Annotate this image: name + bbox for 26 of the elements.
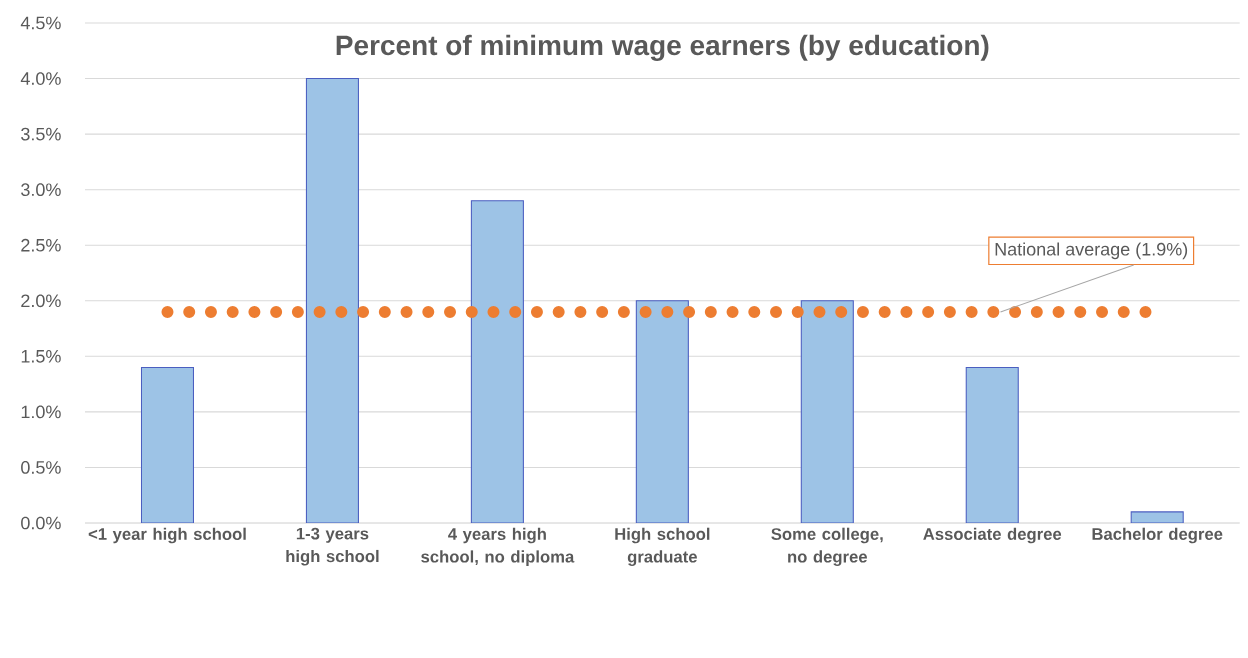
y-tick-label: 3.0% xyxy=(21,183,61,197)
ref-line-label: National average (1.9%) xyxy=(995,242,1188,260)
y-tick-label: 2.0% xyxy=(21,294,61,308)
x-tick-label: Bachelor degree xyxy=(1092,527,1223,544)
y-tick-label: 1.0% xyxy=(21,405,61,419)
bar xyxy=(1130,511,1184,523)
x-tick-label: 4 years high school, no diploma xyxy=(421,527,575,566)
chart-title: Percent of minimum wage earners (by education) xyxy=(336,34,989,61)
x-tick-label: 1-3 years high school xyxy=(286,527,379,566)
y-tick-label: 1.5% xyxy=(21,350,61,363)
x-tick-label: Associate degree xyxy=(923,527,1062,544)
y-tick-label: 4.0% xyxy=(20,72,61,85)
y-tick-label: 0.0% xyxy=(21,516,61,530)
bar xyxy=(140,366,195,523)
bar xyxy=(800,300,854,523)
bar xyxy=(305,78,359,523)
bar xyxy=(470,200,524,523)
bar xyxy=(635,300,689,523)
y-tick-label: 4.5% xyxy=(20,16,61,30)
y-tick-label: 2.5% xyxy=(21,238,61,252)
y-tick-label: 3.5% xyxy=(21,127,61,141)
x-tick-label: High school graduate xyxy=(615,527,710,566)
y-tick-label: 0.5% xyxy=(21,461,61,474)
bar xyxy=(965,366,1019,523)
x-tick-label: <1 year high school xyxy=(88,527,246,544)
x-tick-label: Some college, no degree xyxy=(771,527,883,566)
